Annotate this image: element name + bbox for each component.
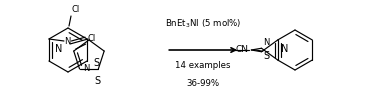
Text: CN: CN <box>235 46 248 54</box>
Text: 14 examples: 14 examples <box>175 62 231 70</box>
Text: N: N <box>55 44 63 54</box>
Text: S: S <box>93 58 99 68</box>
Text: BnEt$_3$NI (5 mol%): BnEt$_3$NI (5 mol%) <box>165 18 241 30</box>
Text: N: N <box>64 36 70 46</box>
Text: S: S <box>263 51 270 61</box>
Text: Cl: Cl <box>88 34 96 43</box>
Text: 36-99%: 36-99% <box>186 80 220 88</box>
Text: N: N <box>281 44 289 54</box>
Text: N: N <box>263 38 270 47</box>
Text: S: S <box>94 76 101 86</box>
Text: Cl: Cl <box>71 5 79 14</box>
Text: N: N <box>84 64 90 73</box>
